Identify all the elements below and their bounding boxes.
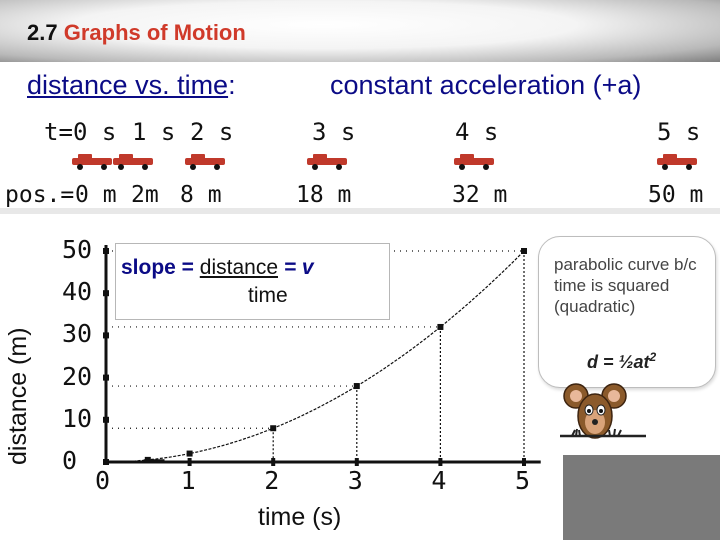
position-prefix: pos.=	[5, 182, 75, 208]
x-tick-label: 5	[515, 466, 531, 495]
x-tick-label: 3	[347, 466, 363, 495]
subtitle-right: constant acceleration (+a)	[330, 70, 642, 100]
position-label-2: 8 m	[180, 182, 222, 208]
slope-equals-v: = v	[278, 256, 314, 279]
callout-text: parabolic curve b/c time is squared (qua…	[554, 255, 697, 316]
x-tick-mark	[522, 458, 526, 466]
car-icon	[113, 154, 153, 170]
x-tick-label: 0	[95, 466, 111, 495]
x-tick-mark	[354, 458, 359, 466]
time-label-4: 4 s	[455, 118, 499, 146]
data-point	[353, 383, 360, 390]
position-label-0: 0 m	[75, 182, 117, 208]
callout-formula: d = ½at2	[587, 350, 656, 373]
formula-text: d = ½at	[587, 352, 650, 372]
position-label-4: 32 m	[452, 182, 508, 208]
series-line	[106, 250, 525, 463]
car-icon	[307, 154, 347, 170]
time-label-0: 0 s	[73, 118, 117, 146]
car-icon	[454, 154, 494, 170]
x-tick-label: 2	[264, 466, 280, 495]
position-label-3: 18 m	[296, 182, 352, 208]
slope-denominator: time	[248, 284, 288, 307]
y-tick-label: 40	[62, 277, 93, 307]
y-tick-label: 30	[62, 319, 93, 349]
time-label-2: 2 s	[190, 118, 234, 146]
y-tick-mark	[103, 290, 109, 297]
chart-guides	[106, 250, 525, 462]
car-icon	[185, 154, 225, 170]
position-label-5: 50 m	[648, 182, 704, 208]
time-prefix: t=	[44, 118, 73, 146]
x-axis-label: time (s)	[258, 503, 342, 531]
section-title: Graphs of Motion	[63, 20, 246, 45]
y-tick-mark	[103, 374, 109, 381]
x-tick-label: 1	[180, 466, 196, 495]
slope-box: slope = distance = v time	[115, 243, 390, 320]
corner-panel	[563, 455, 720, 540]
data-point	[270, 425, 277, 432]
strip-divider	[0, 208, 720, 214]
y-tick-mark	[103, 416, 109, 423]
slope-prefix: slope =	[121, 256, 200, 279]
y-tick-label: 10	[62, 403, 93, 433]
chart-points	[144, 248, 527, 463]
y-tick-mark	[103, 332, 109, 339]
car-icon	[657, 154, 697, 170]
title-banner	[0, 0, 720, 62]
data-point	[521, 248, 527, 254]
y-tick-label: 0	[62, 446, 78, 475]
slope-numerator: distance	[199, 256, 278, 279]
y-tick-label: 50	[62, 235, 93, 264]
formula-exponent: 2	[649, 350, 657, 364]
data-point	[437, 323, 444, 330]
subtitle-left: distance vs. time:	[27, 70, 236, 101]
x-tick-mark	[438, 458, 443, 466]
data-point	[186, 450, 193, 457]
x-tick-label: 4	[431, 466, 447, 495]
position-label-1: 2m	[131, 182, 159, 208]
slope-formula: slope = distance = v	[121, 256, 314, 280]
car-icon	[72, 154, 112, 170]
time-label-1: 1 s	[132, 118, 176, 146]
subtitle-left-colon: :	[228, 70, 236, 100]
y-tick-label: 20	[62, 361, 93, 391]
time-label-3: 3 s	[312, 118, 356, 146]
page-title: 2.7 Graphs of Motion	[27, 20, 246, 46]
time-label-5: 5 s	[657, 118, 701, 146]
callout-bubble: parabolic curve b/c time is squared (qua…	[538, 236, 716, 388]
mouse-mascot-icon	[560, 383, 646, 439]
section-number: 2.7	[27, 20, 58, 45]
x-tick-mark	[187, 458, 192, 466]
subtitle-left-text: distance vs. time	[27, 70, 229, 100]
data-point	[144, 456, 151, 463]
